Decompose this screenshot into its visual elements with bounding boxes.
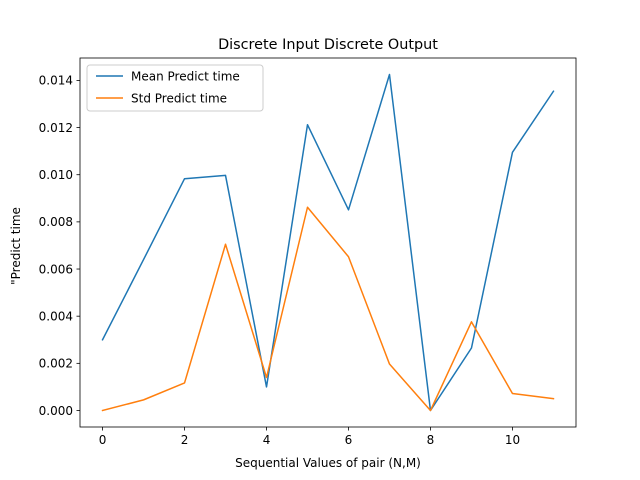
x-tick-label: 2 bbox=[181, 433, 189, 447]
y-axis-label: "Predict time bbox=[9, 207, 23, 285]
legend: Mean Predict time Std Predict time bbox=[86, 64, 264, 112]
y-tick-label: 0.002 bbox=[39, 357, 73, 371]
series-line-1 bbox=[101, 73, 555, 412]
y-tick-label: 0.012 bbox=[39, 121, 73, 135]
legend-box bbox=[86, 64, 264, 112]
x-tick-label: 6 bbox=[345, 433, 353, 447]
x-tick-label: 10 bbox=[505, 433, 520, 447]
y-tick-label: 0.014 bbox=[39, 74, 73, 88]
axes-frame bbox=[79, 57, 577, 428]
legend-label-1: Mean Predict time bbox=[131, 69, 240, 83]
x-tick-label: 8 bbox=[427, 433, 435, 447]
plot-area: 0 2 4 6 8 10 0.000 0.002 0.004 0.006 0.008 0.010 0.0… bbox=[39, 57, 577, 447]
y-tick-label: 0.010 bbox=[39, 168, 73, 182]
y-tick-label: 0.004 bbox=[39, 309, 73, 323]
series-line-2 bbox=[101, 206, 555, 412]
x-axis-label: Sequential Values of pair (N,M) bbox=[235, 456, 421, 470]
y-tick-label: 0.006 bbox=[39, 262, 73, 276]
x-tick-label: 0 bbox=[99, 433, 107, 447]
y-tick-label: 0.008 bbox=[39, 215, 73, 229]
chart-title: Discrete Input Discrete Output bbox=[218, 37, 438, 53]
y-tick-label: 0.000 bbox=[39, 404, 73, 418]
legend-label-2: Std Predict time bbox=[131, 91, 227, 105]
x-tick-label: 4 bbox=[263, 433, 271, 447]
